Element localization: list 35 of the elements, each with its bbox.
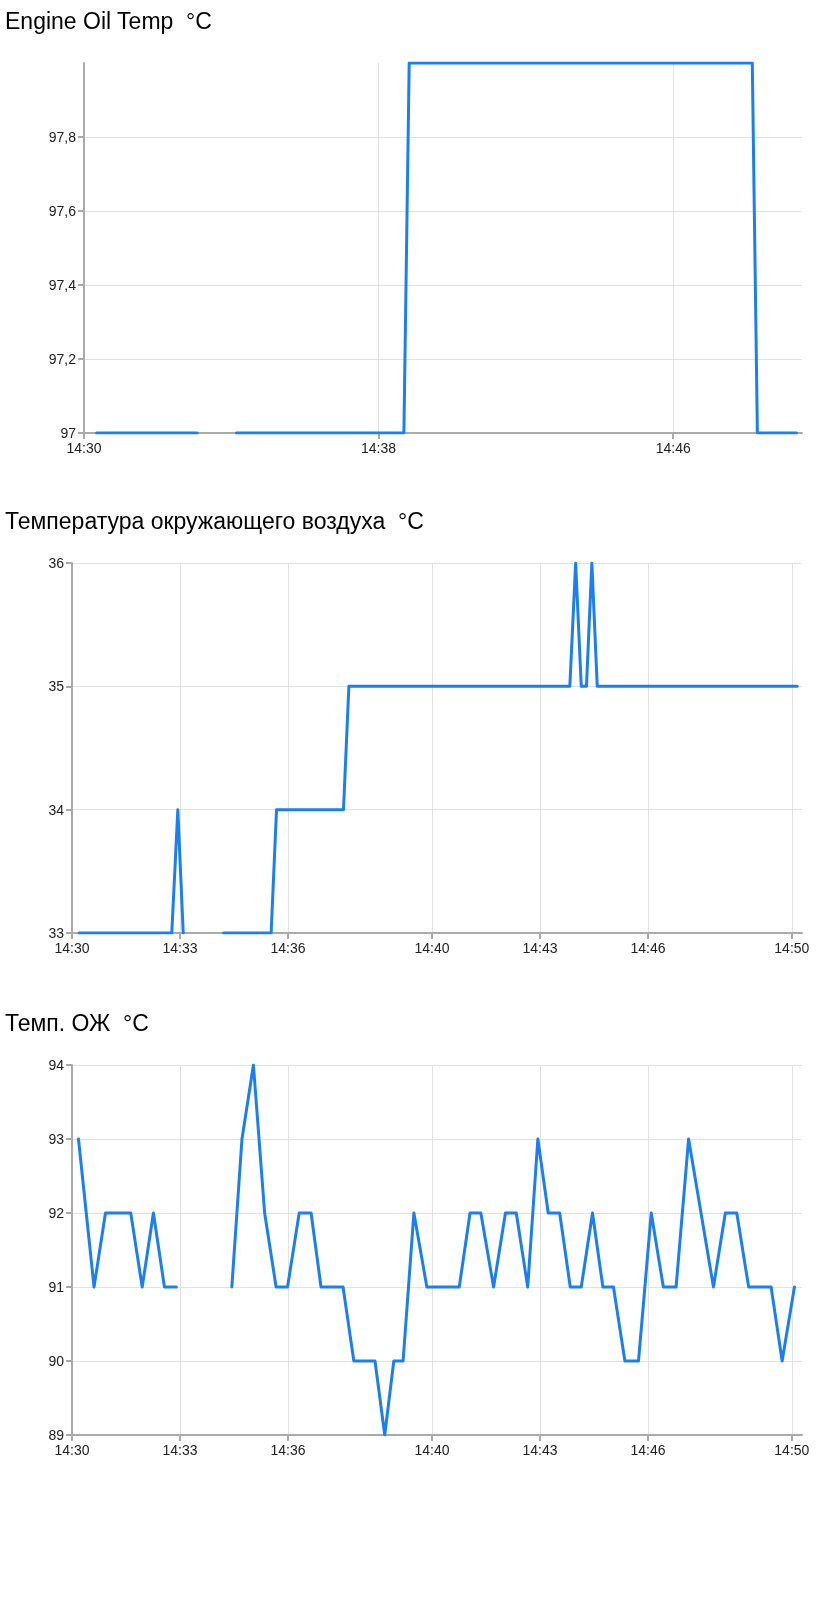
x-tick-label: 14:43 bbox=[522, 940, 558, 956]
y-tick-label: 90 bbox=[48, 1353, 65, 1369]
x-tick-label: 14:36 bbox=[270, 940, 306, 956]
y-tick-label: 97,8 bbox=[48, 129, 77, 145]
chart-title: Температура окружающего воздуха °C bbox=[5, 507, 424, 534]
x-tick-label: 14:30 bbox=[54, 1442, 90, 1458]
chart-title: Темп. ОЖ °C bbox=[5, 1009, 149, 1036]
y-tick-label: 97 bbox=[60, 425, 77, 441]
y-tick-label: 93 bbox=[48, 1131, 65, 1147]
x-tick-label: 14:33 bbox=[162, 940, 198, 956]
x-tick-label: 14:30 bbox=[66, 440, 102, 456]
y-tick-label: 89 bbox=[48, 1427, 65, 1443]
chart-title: Engine Oil Temp °C bbox=[5, 7, 212, 34]
x-tick-label: 14:46 bbox=[655, 440, 691, 456]
y-tick-label: 35 bbox=[48, 678, 65, 695]
y-tick-label: 36 bbox=[48, 555, 65, 571]
y-tick-label: 33 bbox=[48, 925, 65, 941]
y-tick-label: 94 bbox=[48, 1057, 65, 1073]
y-tick-label: 34 bbox=[48, 801, 65, 818]
x-tick-label: 14:43 bbox=[522, 1442, 558, 1458]
y-tick-label: 97,4 bbox=[48, 277, 77, 293]
x-tick-label: 14:33 bbox=[162, 1442, 198, 1458]
x-tick-label: 14:46 bbox=[630, 940, 666, 956]
y-tick-label: 97,6 bbox=[48, 203, 77, 219]
y-tick-label: 92 bbox=[48, 1205, 65, 1221]
x-tick-label: 14:30 bbox=[54, 940, 90, 956]
x-tick-label: 14:50 bbox=[774, 1442, 810, 1458]
x-tick-label: 14:40 bbox=[414, 940, 450, 956]
x-tick-label: 14:40 bbox=[414, 1442, 450, 1458]
x-tick-label: 14:36 bbox=[270, 1442, 306, 1458]
y-tick-label: 97,2 bbox=[48, 351, 77, 367]
y-tick-label: 91 bbox=[48, 1279, 65, 1295]
x-tick-label: 14:38 bbox=[360, 440, 397, 456]
x-tick-label: 14:46 bbox=[630, 1442, 666, 1458]
x-tick-label: 14:50 bbox=[774, 940, 810, 956]
